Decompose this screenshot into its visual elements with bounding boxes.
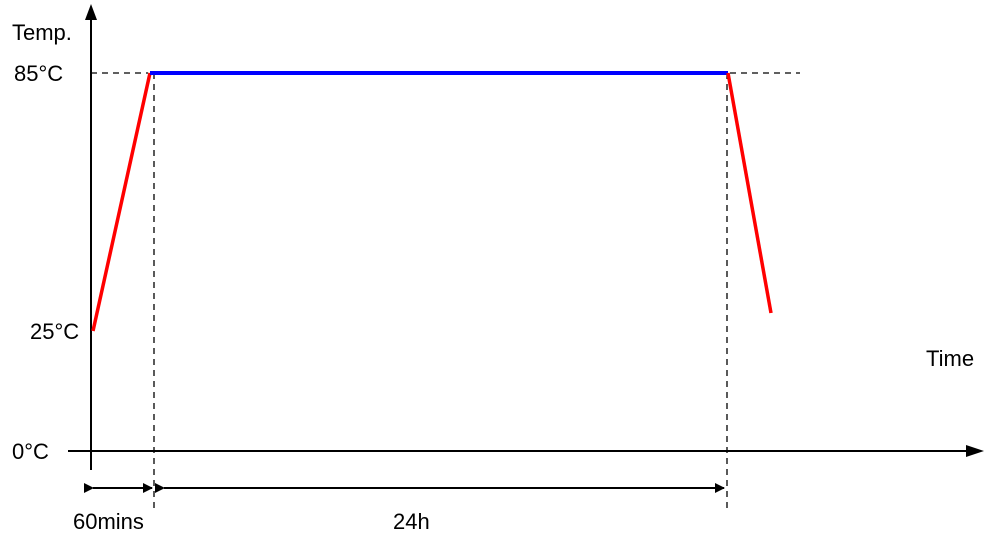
dwell-duration-label: 24h: [393, 509, 430, 534]
high-level-label: 85°C: [14, 61, 63, 86]
x-axis-label: Time: [926, 346, 974, 371]
x-axis-arrowhead-icon: [966, 445, 984, 457]
y-axis-label: Temp.: [12, 20, 72, 45]
zero-level-label: 0°C: [12, 439, 49, 464]
start-level-label: 25°C: [30, 319, 79, 344]
ramp-down-segment: [726, 72, 773, 314]
ramp-up-segment: [91, 72, 152, 332]
ramp-duration-label: 60mins: [73, 509, 144, 534]
y-axis-arrowhead-icon: [85, 4, 97, 20]
